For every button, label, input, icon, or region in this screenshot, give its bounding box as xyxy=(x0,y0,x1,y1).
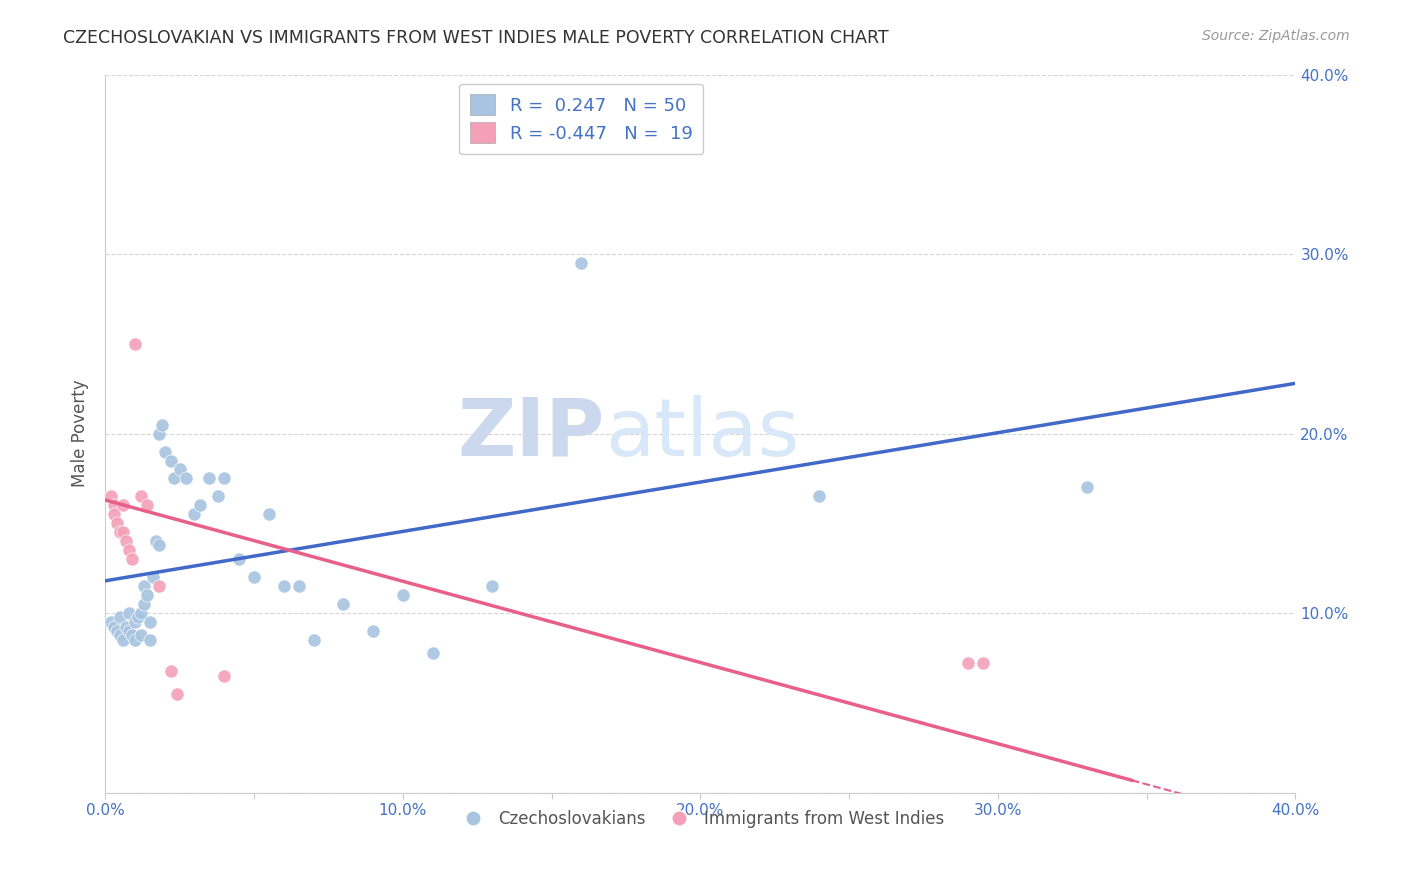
Point xyxy=(302,633,325,648)
Point xyxy=(190,499,212,513)
Point xyxy=(243,570,266,584)
Point xyxy=(207,490,229,504)
Point xyxy=(129,628,152,642)
Point xyxy=(132,579,155,593)
Point xyxy=(124,336,146,351)
Point xyxy=(159,453,181,467)
Point xyxy=(103,508,125,522)
Point xyxy=(100,490,122,504)
Point xyxy=(108,525,131,540)
Text: CZECHOSLOVAKIAN VS IMMIGRANTS FROM WEST INDIES MALE POVERTY CORRELATION CHART: CZECHOSLOVAKIAN VS IMMIGRANTS FROM WEST … xyxy=(63,29,889,46)
Point xyxy=(481,579,503,593)
Point xyxy=(139,633,162,648)
Point xyxy=(391,588,413,602)
Point xyxy=(135,499,157,513)
Point xyxy=(148,426,170,441)
Point xyxy=(1076,480,1098,494)
Point xyxy=(115,620,138,634)
Point xyxy=(118,543,141,558)
Point xyxy=(174,471,197,485)
Point xyxy=(127,609,149,624)
Point xyxy=(103,499,125,513)
Text: Source: ZipAtlas.com: Source: ZipAtlas.com xyxy=(1202,29,1350,43)
Point xyxy=(132,597,155,611)
Point xyxy=(957,657,980,671)
Point xyxy=(148,538,170,552)
Point xyxy=(112,525,135,540)
Point xyxy=(105,516,128,531)
Point xyxy=(183,508,205,522)
Point xyxy=(112,499,135,513)
Point xyxy=(108,609,131,624)
Point xyxy=(808,490,831,504)
Point xyxy=(112,633,135,648)
Text: ZIP: ZIP xyxy=(458,394,605,473)
Point xyxy=(163,471,186,485)
Point xyxy=(422,646,444,660)
Point xyxy=(135,588,157,602)
Point xyxy=(526,95,548,109)
Point xyxy=(100,615,122,629)
Point xyxy=(121,628,143,642)
Y-axis label: Male Poverty: Male Poverty xyxy=(72,380,89,487)
Point xyxy=(287,579,309,593)
Point xyxy=(159,664,181,678)
Point xyxy=(212,471,235,485)
Point xyxy=(148,579,170,593)
Point xyxy=(361,624,384,638)
Point xyxy=(257,508,280,522)
Point xyxy=(142,570,165,584)
Point xyxy=(139,615,162,629)
Point xyxy=(169,462,191,476)
Point xyxy=(121,552,143,566)
Point xyxy=(118,624,141,638)
Legend: Czechoslovakians, Immigrants from West Indies: Czechoslovakians, Immigrants from West I… xyxy=(450,804,950,835)
Point xyxy=(332,597,354,611)
Point xyxy=(129,490,152,504)
Point xyxy=(569,256,592,270)
Text: atlas: atlas xyxy=(605,394,800,473)
Point xyxy=(124,633,146,648)
Point xyxy=(118,606,141,620)
Point xyxy=(105,624,128,638)
Point xyxy=(273,579,295,593)
Point xyxy=(129,606,152,620)
Point xyxy=(145,534,167,549)
Point xyxy=(228,552,250,566)
Point xyxy=(150,417,173,432)
Point xyxy=(198,471,221,485)
Point xyxy=(115,534,138,549)
Point xyxy=(153,444,176,458)
Point xyxy=(108,628,131,642)
Point xyxy=(124,615,146,629)
Point xyxy=(166,687,188,701)
Point xyxy=(972,657,994,671)
Point xyxy=(103,620,125,634)
Point xyxy=(212,669,235,683)
